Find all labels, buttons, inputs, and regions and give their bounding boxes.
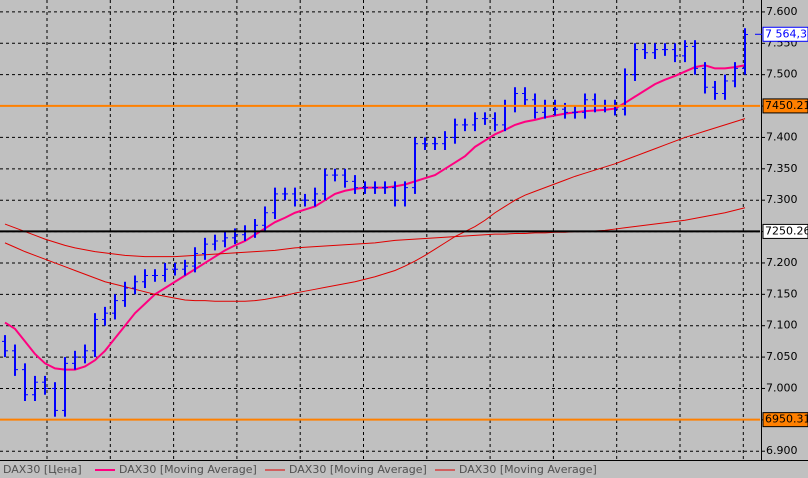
last-price-label: 7 564,38 xyxy=(765,27,808,40)
level-label-box xyxy=(762,98,808,114)
legend-label: DAX30 [Moving Average] xyxy=(119,463,257,476)
y-tick-label: 7.150 xyxy=(766,287,798,300)
y-tick-label: 7.350 xyxy=(766,162,798,175)
legend-label: DAX30 [Moving Average] xyxy=(289,463,427,476)
legend-label: DAX30 [Цена] xyxy=(3,463,82,476)
y-tick-label: 7.600 xyxy=(766,5,798,18)
y-tick-label: 7.050 xyxy=(766,350,798,363)
y-tick-label: 7.100 xyxy=(766,319,798,332)
level-label-box xyxy=(762,412,808,428)
legend-label: DAX30 [Moving Average] xyxy=(459,463,597,476)
level-label: 7450.218 xyxy=(765,99,808,112)
last-price-box xyxy=(762,26,808,42)
y-tick-label: 7.500 xyxy=(766,68,798,81)
level-label: 6950.31 xyxy=(765,413,808,426)
y-tick-label: 7.400 xyxy=(766,130,798,143)
y-tick-label: 7.200 xyxy=(766,256,798,269)
level-label: 7250.26 xyxy=(765,224,808,237)
y-tick-label: 7.000 xyxy=(766,381,798,394)
level-label-box xyxy=(762,223,808,239)
moving-average-line xyxy=(4,118,746,302)
moving-average-line xyxy=(4,207,746,258)
y-tick-label: 6.900 xyxy=(766,444,798,457)
y-tick-label: 7.300 xyxy=(766,193,798,206)
